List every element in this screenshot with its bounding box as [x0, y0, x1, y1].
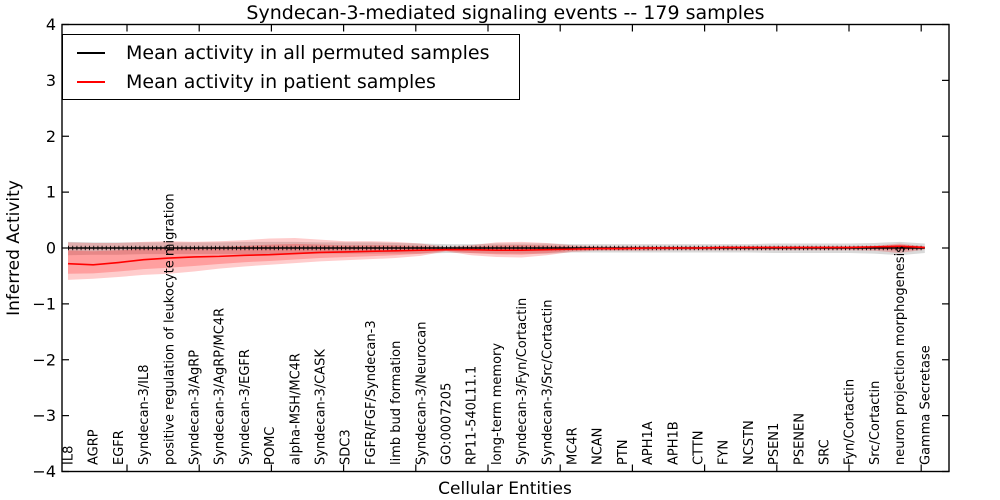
svg-text:SDC3: SDC3: [339, 429, 354, 465]
y-tick-labels: 4 3 2 1 0 −1 −2 −3 −4: [32, 15, 56, 481]
legend-label-patient: Mean activity in patient samples: [126, 70, 436, 93]
red-line-swatch: [77, 80, 105, 83]
legend-item-patient: Mean activity in patient samples: [77, 69, 519, 94]
svg-text:Syndecan-3/AgRP: Syndecan-3/AgRP: [188, 350, 203, 465]
svg-text:PSENEN: PSENEN: [792, 413, 807, 465]
svg-text:Syndecan-3/Src/Cortactin: Syndecan-3/Src/Cortactin: [540, 299, 555, 465]
svg-text:3: 3: [46, 71, 56, 90]
svg-text:POMC: POMC: [263, 427, 278, 465]
y-axis-label: Inferred Activity: [4, 180, 24, 316]
chart-title: Syndecan-3-mediated signaling events -- …: [246, 2, 765, 24]
svg-text:Syndecan-3/Fyn/Cortactin: Syndecan-3/Fyn/Cortactin: [515, 298, 530, 465]
svg-text:Syndecan-3/EGFR: Syndecan-3/EGFR: [238, 349, 253, 465]
svg-text:Fyn/Cortactin: Fyn/Cortactin: [843, 379, 858, 465]
svg-text:EGFR: EGFR: [112, 430, 127, 465]
svg-text:4: 4: [46, 15, 56, 34]
svg-text:SRC: SRC: [818, 439, 833, 465]
svg-text:APH1A: APH1A: [641, 421, 656, 465]
svg-text:Syndecan-3/CASK: Syndecan-3/CASK: [314, 349, 329, 465]
svg-text:Syndecan-3/IL8: Syndecan-3/IL8: [137, 365, 152, 465]
svg-text:NCAN: NCAN: [591, 428, 606, 465]
svg-text:long-term memory: long-term memory: [490, 343, 505, 465]
svg-text:NCSTN: NCSTN: [742, 420, 757, 465]
svg-text:0: 0: [46, 239, 56, 258]
svg-text:IL8: IL8: [62, 446, 77, 465]
svg-text:GO:0007205: GO:0007205: [440, 383, 455, 465]
svg-text:FYN: FYN: [717, 440, 732, 465]
black-line-swatch: [77, 51, 105, 54]
svg-text:alpha-MSH/MC4R: alpha-MSH/MC4R: [288, 353, 303, 465]
patient-mean-line: [67, 245, 925, 266]
legend: Mean activity in all permuted samples Me…: [62, 34, 520, 100]
svg-text:1: 1: [46, 183, 56, 202]
tick-marks: [62, 23, 949, 473]
legend-label-permuted: Mean activity in all permuted samples: [126, 41, 490, 64]
svg-text:limb bud formation: limb bud formation: [389, 341, 404, 465]
svg-text:RP11-540L11.1: RP11-540L11.1: [465, 366, 480, 465]
svg-text:PTN: PTN: [616, 439, 631, 465]
svg-text:AGRP: AGRP: [87, 429, 102, 465]
svg-text:positive regulation of leukocy: positive regulation of leukocyte migrati…: [162, 193, 177, 465]
svg-text:Src/Cortactin: Src/Cortactin: [868, 381, 883, 465]
svg-text:Syndecan-3/Neurocan: Syndecan-3/Neurocan: [414, 322, 429, 465]
svg-text:−4: −4: [32, 462, 56, 481]
svg-text:−1: −1: [32, 294, 56, 313]
red-band-inner: [68, 243, 925, 274]
svg-text:Gamma Secretase: Gamma Secretase: [918, 345, 933, 465]
x-tick-labels: IL8 AGRP EGFR Syndecan-3/IL8 positive regula…: [62, 193, 934, 465]
svg-text:Syndecan-3/AgRP/MC4R: Syndecan-3/AgRP/MC4R: [213, 308, 228, 465]
svg-text:−3: −3: [32, 406, 56, 425]
svg-text:PSEN1: PSEN1: [767, 423, 782, 465]
svg-text:CTTN: CTTN: [692, 431, 707, 465]
legend-item-permuted: Mean activity in all permuted samples: [77, 40, 519, 65]
svg-text:neuron projection morphogenesi: neuron projection morphogenesis: [893, 246, 908, 465]
x-axis-label: Cellular Entities: [438, 479, 572, 499]
svg-text:MC4R: MC4R: [566, 427, 581, 465]
svg-text:FGFR/FGF/Syndecan-3: FGFR/FGF/Syndecan-3: [364, 320, 379, 465]
svg-text:2: 2: [46, 127, 56, 146]
svg-text:−2: −2: [32, 350, 56, 369]
svg-text:APH1B: APH1B: [666, 421, 681, 465]
